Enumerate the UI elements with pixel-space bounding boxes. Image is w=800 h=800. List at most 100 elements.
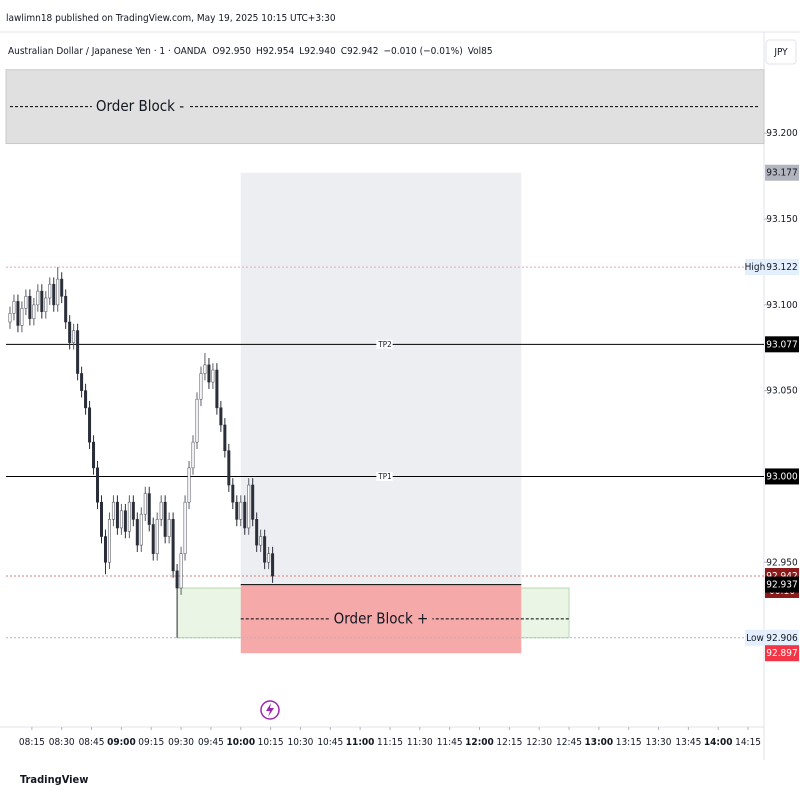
candle-body xyxy=(52,283,56,306)
x-tick-label: 12:00 xyxy=(465,737,494,748)
candle-body xyxy=(223,424,227,452)
price-tag-label: 92.897 xyxy=(766,648,797,659)
candle-body xyxy=(72,330,76,343)
x-tick-label: 10:15 xyxy=(258,737,284,748)
x-tick-label: 13:30 xyxy=(646,737,672,748)
x-tick-label: 10:00 xyxy=(226,737,255,748)
footer-logo: TradingView xyxy=(20,773,88,786)
y-tick-label: 93.050 xyxy=(766,386,798,397)
level-tag xyxy=(765,468,799,485)
candle-body xyxy=(175,570,179,589)
level-name: TP1 xyxy=(377,472,391,481)
x-tick-label: 12:45 xyxy=(556,737,582,748)
x-tick-label: 13:00 xyxy=(585,737,614,748)
candle-body xyxy=(64,295,68,323)
x-tick-label: 08:30 xyxy=(49,737,75,748)
price-tag-label: 93.177 xyxy=(766,168,797,179)
candle-body xyxy=(271,553,275,577)
price-tag-label: 92.942 xyxy=(766,571,797,582)
candle-body xyxy=(32,304,36,319)
candle-body xyxy=(88,407,92,443)
legend-value: −0.010 (−0.01%) xyxy=(383,46,462,57)
candle-body xyxy=(231,484,235,503)
candle-body xyxy=(147,493,151,525)
candle-body xyxy=(171,519,175,572)
level-value: 93.077 xyxy=(766,339,797,350)
marker-tag xyxy=(765,259,799,276)
x-tick-label: 08:45 xyxy=(79,737,105,748)
candle-body xyxy=(80,373,84,391)
y-tick-label: 93.100 xyxy=(766,300,798,311)
price-tag xyxy=(765,645,799,662)
candle-body xyxy=(255,519,259,546)
x-tick-label: 11:30 xyxy=(407,737,433,748)
candle-body xyxy=(68,321,72,343)
price-tag xyxy=(765,576,799,593)
candle-body xyxy=(267,553,271,563)
candle-body xyxy=(187,467,191,503)
candle-body xyxy=(103,536,107,563)
candle-body xyxy=(247,484,251,529)
y-tick-label: 93.150 xyxy=(766,214,798,225)
publisher: lawlimn18 published on TradingView.com, … xyxy=(6,13,336,24)
candle-body xyxy=(155,519,159,554)
candle-body xyxy=(48,283,52,299)
x-tick-label: 11:15 xyxy=(377,737,403,748)
event-bolt xyxy=(266,703,274,717)
candle-body xyxy=(235,501,239,520)
y-tick-label: 92.950 xyxy=(766,557,798,568)
candle-body xyxy=(115,501,119,529)
x-tick-label: 09:30 xyxy=(168,737,194,748)
candle-body xyxy=(76,330,80,374)
candle-body xyxy=(24,295,28,309)
candle-body xyxy=(12,301,16,314)
candle-body xyxy=(195,398,199,443)
currency: JPY xyxy=(773,47,788,58)
candle-body xyxy=(16,301,20,326)
marker-name-bg xyxy=(745,629,765,646)
candle-body xyxy=(215,369,219,409)
candle-body xyxy=(183,501,187,554)
box xyxy=(240,172,522,585)
candle-body xyxy=(211,369,215,383)
box-label-bg xyxy=(329,609,433,628)
x-tick-label: 08:15 xyxy=(19,737,45,748)
candle-body xyxy=(127,501,131,532)
level-value: 93.000 xyxy=(766,471,798,482)
candle-body xyxy=(199,373,203,400)
legend-value: O92.950 xyxy=(212,46,251,57)
legend-value: Vol85 xyxy=(468,46,493,57)
candle-body xyxy=(191,441,195,469)
candle-body xyxy=(167,519,171,537)
candle-body xyxy=(151,524,155,554)
box-label: Order Block + xyxy=(334,609,429,627)
marker-name: High xyxy=(745,262,766,273)
zone-label-bg xyxy=(91,97,189,116)
candle-body xyxy=(36,290,40,306)
candle-body xyxy=(143,493,147,515)
candle-body xyxy=(119,510,123,529)
candle-body xyxy=(99,501,103,537)
candle-body xyxy=(239,501,243,520)
y-tick-label: 93.200 xyxy=(766,128,798,139)
candle-body xyxy=(163,501,167,537)
candle-body xyxy=(92,441,96,469)
candle-body xyxy=(111,501,115,520)
level-name-bg xyxy=(376,471,393,481)
x-tick-label: 12:30 xyxy=(526,737,552,748)
candle-body xyxy=(259,536,263,546)
candle-body xyxy=(8,313,12,323)
candle-body xyxy=(107,519,111,563)
x-tick-label: 11:00 xyxy=(346,737,375,748)
candle-body xyxy=(263,536,267,563)
candle-body xyxy=(40,290,44,313)
candle-body xyxy=(159,501,163,520)
legend-value: L92.940 xyxy=(299,46,336,57)
candle-body xyxy=(60,278,64,297)
x-tick-label: 14:15 xyxy=(735,737,761,748)
x-tick-label: 13:45 xyxy=(675,737,701,748)
candle-body xyxy=(96,467,100,503)
candle-body xyxy=(84,390,88,409)
